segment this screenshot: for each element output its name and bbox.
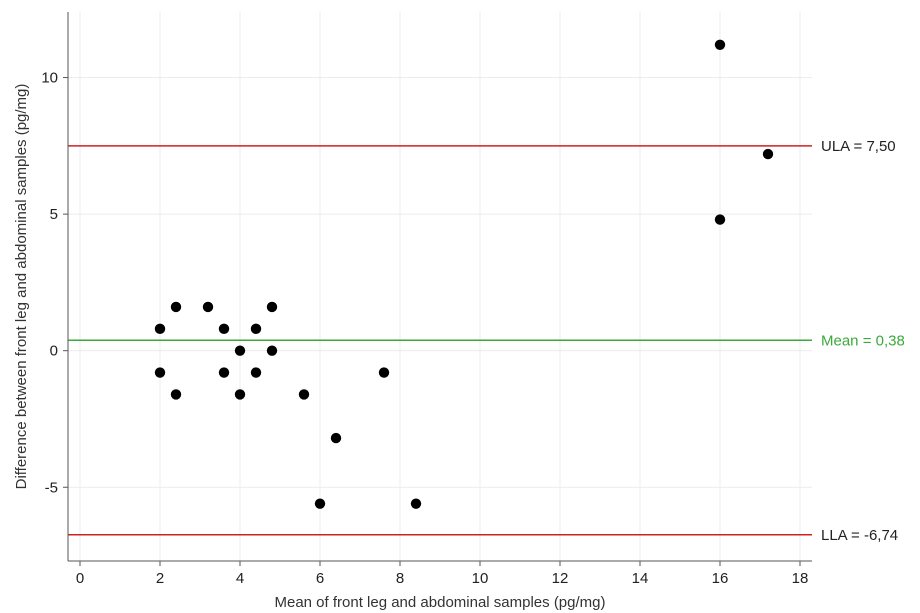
x-tick-label: 4: [236, 570, 244, 587]
data-point: [330, 432, 342, 444]
data-point: [762, 148, 774, 160]
x-tick-label: 10: [472, 570, 489, 587]
x-tick-label: 8: [396, 570, 404, 587]
y-axis-title: Difference between front leg and abdomin…: [13, 84, 30, 490]
x-axis-title: Mean of front leg and abdominal samples …: [274, 594, 605, 611]
data-point: [266, 301, 278, 313]
data-point: [170, 301, 182, 313]
x-tick-label: 18: [792, 570, 809, 587]
reference-labels: ULA = 7,50 Mean = 0,38 LLA = -6,74: [821, 138, 905, 544]
data-point: [410, 498, 422, 509]
x-tick-label: 12: [552, 570, 569, 587]
lla-label: LLA = -6,74: [821, 527, 898, 544]
data-point: [202, 301, 214, 313]
x-tick-label: 14: [632, 570, 649, 587]
mean-label: Mean = 0,38: [821, 332, 905, 349]
data-point: [218, 323, 230, 335]
y-tick-label: 5: [50, 206, 58, 223]
grid-lines: [68, 12, 812, 561]
data-points: [154, 39, 774, 509]
data-point: [298, 389, 310, 400]
x-tick-label: 16: [712, 570, 729, 587]
data-point: [234, 345, 246, 356]
data-point: [170, 389, 182, 400]
y-tick-label: -5: [45, 479, 58, 496]
x-tick-label: 0: [76, 570, 84, 587]
data-point: [378, 367, 390, 378]
data-point: [234, 389, 246, 400]
data-point: [250, 323, 262, 335]
data-point: [314, 498, 326, 509]
x-tick-label: 6: [316, 570, 324, 587]
y-tick-label: 0: [50, 343, 58, 360]
data-point: [154, 367, 166, 378]
ula-label: ULA = 7,50: [821, 138, 896, 155]
axes: 0 2 4 6 8 10 12 14 16 18 -5 0 5 10: [41, 12, 812, 587]
x-tick-label: 2: [156, 570, 164, 587]
data-point: [250, 367, 262, 378]
data-point: [714, 214, 726, 225]
data-point: [218, 367, 230, 378]
data-point: [714, 39, 726, 50]
data-point: [154, 323, 166, 335]
data-point: [266, 345, 278, 356]
reference-lines: [68, 145, 812, 536]
y-tick-label: 10: [41, 70, 58, 87]
